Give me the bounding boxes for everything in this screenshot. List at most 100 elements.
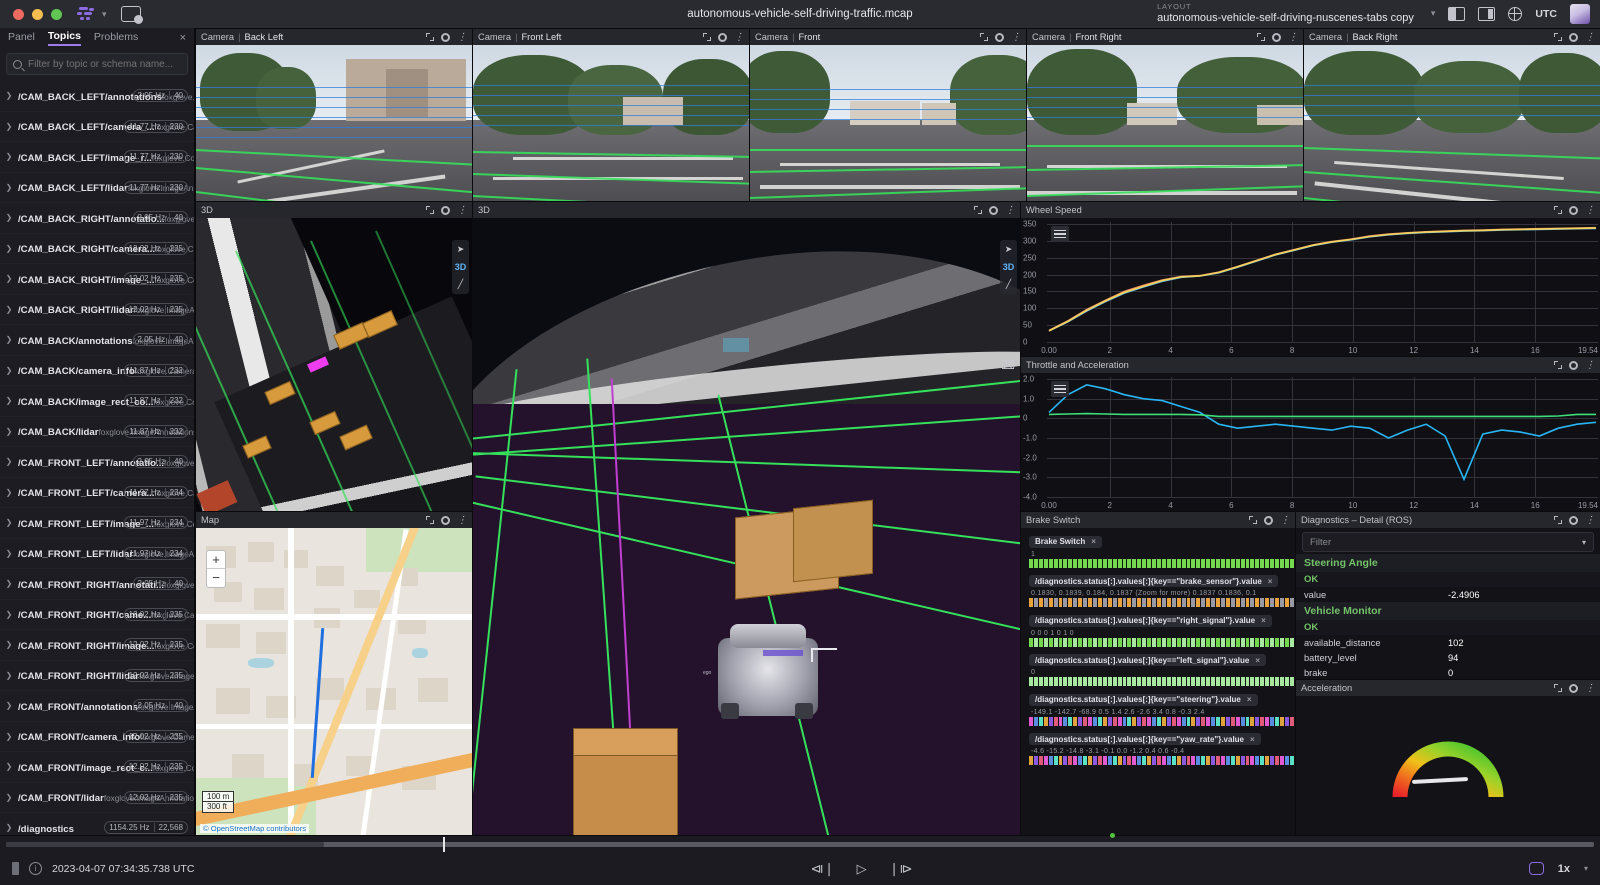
expand-icon[interactable] xyxy=(980,33,988,41)
more-icon[interactable]: ⋮ xyxy=(1288,31,1298,43)
toggle-right-sidebar-icon[interactable] xyxy=(1478,6,1496,21)
more-icon[interactable]: ⋮ xyxy=(457,31,467,43)
close-icon[interactable]: × xyxy=(1267,576,1273,586)
topic-list-item[interactable]: ❯/CAM_BACK/annotationsfoxglove.ImageAnno… xyxy=(0,325,194,356)
search-input[interactable] xyxy=(28,58,181,70)
toggle-left-sidebar-icon[interactable] xyxy=(1448,6,1466,21)
3d-scene-top[interactable]: ➤ 3D ╱ xyxy=(196,218,472,511)
topic-list-item[interactable]: ❯/CAM_FRONT_LEFT/camera...foxglove.Camer… xyxy=(0,478,194,508)
chevron-right-icon[interactable]: ❯ xyxy=(5,152,13,162)
state-series-label[interactable]: /diagnostics.status[:].values[:]{key=="r… xyxy=(1029,614,1272,627)
map-canvas[interactable]: + − 100 m 300 ft © OpenStreetMap contrib… xyxy=(196,528,472,835)
topic-list-item[interactable]: ❯/CAM_FRONT_LEFT/image_...foxglove.Compr… xyxy=(0,508,194,539)
topic-list-item[interactable]: ❯/CAM_FRONT/annotationsfoxglove.ImageAnn… xyxy=(0,691,194,722)
more-icon[interactable]: ⋮ xyxy=(1585,514,1595,526)
close-icon[interactable]: × xyxy=(1261,616,1266,625)
more-icon[interactable]: ⋮ xyxy=(1585,682,1595,694)
zoom-in-button[interactable]: + xyxy=(207,551,225,569)
topic-list-item[interactable]: ❯ /diagnostics 1154.25 Hz 22,568 xyxy=(0,813,194,835)
3d-mode-icon[interactable]: 3D xyxy=(1002,262,1015,272)
tab-topics[interactable]: Topics xyxy=(47,30,81,46)
event-marker[interactable] xyxy=(1109,832,1115,838)
close-icon[interactable]: × xyxy=(1091,537,1096,546)
tab-panel[interactable]: Panel xyxy=(8,31,35,43)
throttle-chart[interactable]: 0.00 2 4 6 8 10 12 14 16 19.54 2.0 1.0 0 -1.0 -2.0 -3.0… xyxy=(1021,373,1600,511)
cursor-icon[interactable]: ➤ xyxy=(456,244,465,254)
state-series-bar[interactable] xyxy=(1029,677,1295,686)
cursor-icon[interactable]: ➤ xyxy=(1004,244,1013,254)
gear-icon[interactable] xyxy=(995,32,1004,42)
gear-icon[interactable] xyxy=(1569,32,1578,42)
panel-body-camera-back-left[interactable] xyxy=(196,45,472,201)
expand-icon[interactable] xyxy=(1554,206,1562,214)
expand-icon[interactable] xyxy=(703,33,711,41)
playhead[interactable] xyxy=(442,836,445,852)
more-icon[interactable]: ⋮ xyxy=(1585,359,1595,371)
add-panel-icon[interactable] xyxy=(120,6,143,24)
topic-list-item[interactable]: ❯/CAM_BACK_RIGHT/lidarfoxglove.ImageAnno… xyxy=(0,295,194,325)
gear-icon[interactable] xyxy=(441,515,450,525)
state-series-bar[interactable] xyxy=(1029,598,1295,607)
map-attribution[interactable]: © OpenStreetMap contributors xyxy=(200,824,310,833)
topic-list-item[interactable]: ❯/CAM_BACK_RIGHT/annotatio...foxglove.Im… xyxy=(0,203,194,234)
chevron-right-icon[interactable]: ❯ xyxy=(5,335,13,345)
more-icon[interactable]: ⋮ xyxy=(457,514,467,526)
tab-problems[interactable]: Problems xyxy=(93,31,139,43)
chevron-right-icon[interactable]: ❯ xyxy=(5,457,13,467)
panel-body-camera-front-right[interactable] xyxy=(1027,45,1303,201)
chevron-down-icon[interactable]: ▾ xyxy=(1583,864,1588,873)
topic-list-item[interactable]: ❯/CAM_BACK_RIGHT/camera...foxglove.Camer… xyxy=(0,234,194,264)
panel-body-wheel-speed[interactable]: 0.00 2 4 6 8 10 12 14 16 19.54 0 50 100 150 200 250 300 3… xyxy=(1021,218,1600,356)
gear-icon[interactable] xyxy=(1264,515,1273,525)
close-sidebar-icon[interactable]: × xyxy=(179,32,186,44)
state-series-label[interactable]: Brake Switch × xyxy=(1029,535,1102,548)
panel-body-brake-switch[interactable]: Brake Switch × 1/diagnostics.status[:].val… xyxy=(1021,528,1295,835)
wheel-speed-chart[interactable]: 0.00 2 4 6 8 10 12 14 16 19.54 0 50 100 150 200 250 300 3… xyxy=(1021,218,1600,356)
close-icon[interactable]: × xyxy=(1246,695,1252,704)
chevron-right-icon[interactable]: ❯ xyxy=(5,182,13,192)
gear-icon[interactable] xyxy=(441,205,450,215)
scrub-track[interactable] xyxy=(6,832,1594,852)
topic-list-item[interactable]: ❯/CAM_BACK_LEFT/annotationsfoxglove.Imag… xyxy=(0,81,194,112)
trash-icon[interactable]: ⌧ xyxy=(1001,358,1015,372)
diagnostics-filter[interactable]: Filter ▾ xyxy=(1302,532,1594,552)
avatar[interactable] xyxy=(1570,3,1590,24)
topic-list-item[interactable]: ❯/CAM_FRONT_LEFT/annotatio...foxglove.Im… xyxy=(0,447,194,478)
chart-legend-toggle[interactable] xyxy=(1051,226,1069,242)
chevron-down-icon[interactable]: ▾ xyxy=(102,8,107,19)
gear-icon[interactable] xyxy=(989,205,998,215)
expand-icon[interactable] xyxy=(974,206,982,214)
chevron-down-icon[interactable]: ▾ xyxy=(1581,537,1586,547)
gear-icon[interactable] xyxy=(1569,515,1578,525)
gear-icon[interactable] xyxy=(1569,205,1578,215)
more-icon[interactable]: ⋮ xyxy=(1011,31,1021,43)
close-icon[interactable]: × xyxy=(1250,734,1255,744)
chevron-right-icon[interactable]: ❯ xyxy=(5,91,13,101)
state-series-label[interactable]: /diagnostics.status[:].values[:]{key=="y… xyxy=(1029,733,1261,745)
chevron-right-icon[interactable]: ❯ xyxy=(5,640,13,650)
stop-icon[interactable] xyxy=(12,862,19,875)
expand-icon[interactable] xyxy=(1249,516,1257,524)
chart-legend-toggle[interactable] xyxy=(1051,381,1069,397)
panel-body-camera-back-right[interactable] xyxy=(1304,45,1600,201)
topic-list-item[interactable]: ❯/CAM_FRONT/camera_infofoxglove.CameraCa… xyxy=(0,722,194,752)
close-icon[interactable]: × xyxy=(1255,655,1260,665)
chevron-right-icon[interactable]: ❯ xyxy=(5,365,13,375)
panel-body-3d-top[interactable]: ➤ 3D ╱ xyxy=(196,218,472,511)
chevron-right-icon[interactable]: ❯ xyxy=(5,609,13,619)
layout-chevron-down-icon[interactable]: ▾ xyxy=(1430,8,1436,19)
chevron-right-icon[interactable]: ❯ xyxy=(5,762,13,772)
gear-icon[interactable] xyxy=(1569,683,1578,693)
topic-list-item[interactable]: ❯/CAM_FRONT_RIGHT/lidarfoxglove.ImageAnn… xyxy=(0,661,194,691)
3d-main-tool-palette[interactable]: ➤ 3D ╱ xyxy=(1000,240,1017,294)
expand-icon[interactable] xyxy=(1554,684,1562,692)
chevron-right-icon[interactable]: ❯ xyxy=(5,304,13,314)
topic-filter[interactable] xyxy=(6,53,188,75)
chevron-right-icon[interactable]: ❯ xyxy=(5,701,13,711)
state-series-bar[interactable] xyxy=(1029,637,1295,647)
topic-list[interactable]: ❯/CAM_BACK_LEFT/annotationsfoxglove.Imag… xyxy=(0,81,194,835)
more-icon[interactable]: ⋮ xyxy=(457,204,467,216)
chevron-right-icon[interactable]: ❯ xyxy=(5,121,13,131)
expand-icon[interactable] xyxy=(426,33,434,41)
panel-body-3d-main[interactable]: ego ➤ 3D ╱ ⌧ xyxy=(473,218,1020,835)
